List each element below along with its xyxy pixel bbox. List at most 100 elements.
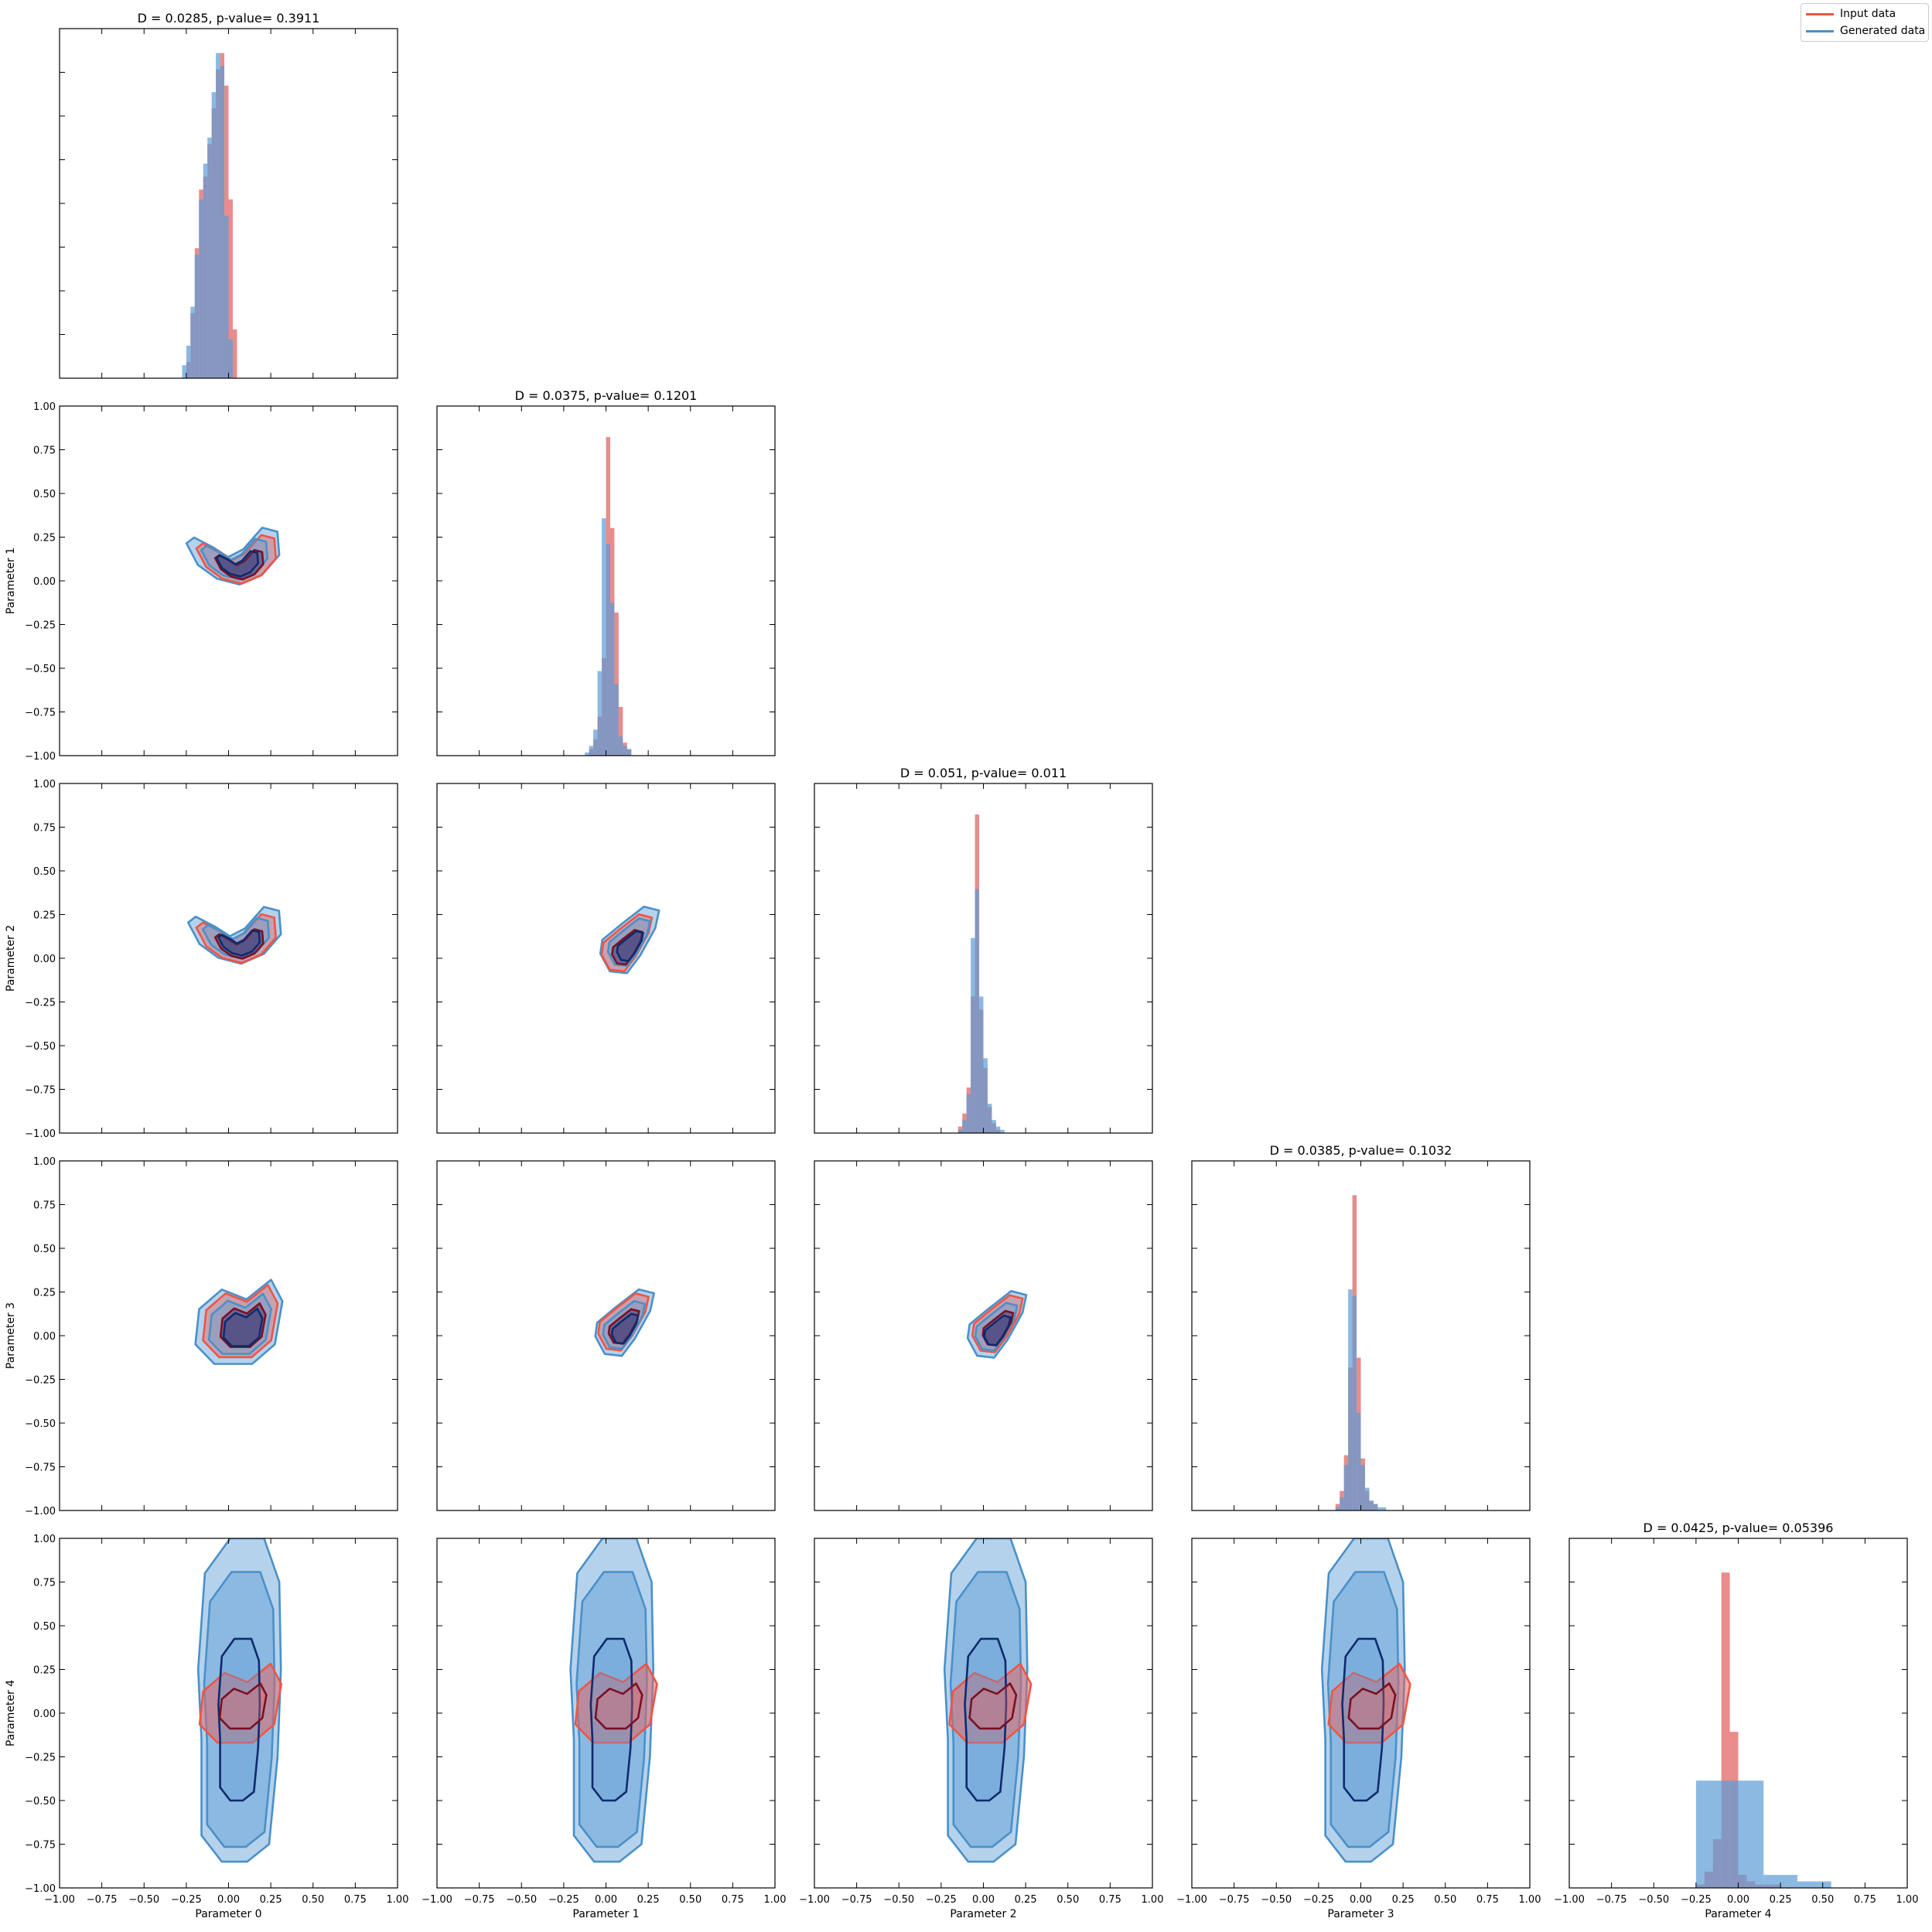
x-tick-label: 1.00: [1142, 1894, 1164, 1906]
y-tick-label: 0.00: [33, 1708, 56, 1720]
plot-area: [1335, 1195, 1387, 1510]
x-tick-label: 0.25: [260, 1894, 282, 1906]
generated-hist-bar: [199, 199, 203, 378]
y-tick-label: 0.25: [33, 910, 56, 922]
x-tick-label: 1.00: [387, 1894, 409, 1906]
y-tick-label: 0.50: [33, 489, 56, 500]
y-tick-label: 0.75: [33, 823, 56, 835]
generated-hist-bar: [207, 137, 212, 378]
y-tick-label: 0.75: [33, 1578, 56, 1589]
generated-hist-bar: [1729, 1780, 1764, 1888]
plot-area: [1320, 1538, 1411, 1863]
x-axis-label: Parameter 3: [1327, 1908, 1394, 1920]
generated-contour-inner: [1341, 1637, 1385, 1802]
contour-panel-1-0: −1.00 −0.75 −0.50 −0.25 0.00 0.25 0.50 0.75 1.00…: [5, 401, 398, 763]
y-tick-label: 0.00: [33, 1331, 56, 1343]
generated-hist-bar: [585, 752, 589, 756]
generated-hist-bar: [957, 1129, 963, 1133]
generated-hist-bar: [1335, 1507, 1340, 1510]
panels-group: D = 0.0285, p-value= 0.3911 −1.00 −0.75 −0.…: [5, 11, 1918, 1920]
contour-panel-2-1: [436, 783, 776, 1134]
generated-contour-inner: [217, 1637, 261, 1802]
x-tick-label: 0.50: [679, 1894, 701, 1906]
x-tick-label: −1.00: [422, 1894, 452, 1906]
plot-area: [196, 1538, 282, 1863]
generated-contour-inner: [217, 929, 261, 957]
generated-hist-bar: [1373, 1504, 1378, 1510]
y-axis-label: Parameter 1: [5, 548, 17, 614]
input-contour-inner: [1347, 1682, 1397, 1730]
y-tick-label: −1.00: [25, 1506, 56, 1517]
x-tick-label: −0.25: [926, 1894, 957, 1906]
generated-hist-bar: [1000, 1129, 1005, 1133]
x-tick-label: 0.75: [344, 1894, 367, 1906]
x-tick-label: 0.75: [722, 1894, 744, 1906]
x-tick-label: 0.75: [1476, 1894, 1499, 1906]
y-axis-label: Parameter 3: [5, 1302, 17, 1369]
generated-hist-bar: [1695, 1780, 1730, 1888]
generated-contour-inner: [610, 1312, 640, 1345]
generated-hist-bar: [966, 1094, 971, 1133]
contour-panel-4-1: −1.00 −0.75 −0.50 −0.25 0.00 0.25 0.50 0.75 1.00…: [422, 1538, 786, 1920]
x-tick-label: −1.00: [799, 1894, 830, 1906]
x-axis-label: Parameter 2: [950, 1908, 1016, 1920]
plot-area: [943, 1538, 1033, 1863]
generated-hist-bar: [975, 889, 980, 1133]
contour-panel-4-0: −1.00−1.00 −0.75 −0.75 −0.50 −0.50 −0.25 −0.25…: [5, 1534, 408, 1920]
y-tick-label: −0.75: [25, 1463, 56, 1474]
x-tick-label: −0.25: [548, 1894, 579, 1906]
x-tick-label: 0.50: [1811, 1894, 1834, 1906]
y-tick-label: 0.25: [33, 1288, 56, 1299]
y-tick-label: 1.00: [33, 1156, 56, 1168]
y-tick-label: 0.00: [33, 954, 56, 965]
y-tick-label: −0.75: [25, 1085, 56, 1097]
x-tick-label: 1.00: [1896, 1894, 1919, 1906]
hist-panel-1: D = 0.0375, p-value= 0.1201: [436, 388, 776, 756]
generated-hist-bar: [589, 746, 594, 756]
y-axis-label: Parameter 4: [5, 1680, 17, 1746]
plot-area: [585, 437, 632, 756]
y-tick-label: 0.00: [33, 576, 56, 588]
generated-hist-bar: [1348, 1289, 1353, 1510]
x-tick-label: −1.00: [1176, 1894, 1207, 1906]
y-tick-label: −0.50: [25, 1041, 56, 1053]
x-tick-label: −0.75: [1596, 1894, 1627, 1906]
generated-hist-bar: [606, 544, 610, 756]
legend-label-input: Input data: [1840, 8, 1896, 20]
plot-area: [1695, 1572, 1831, 1888]
x-tick-label: 0.75: [1099, 1894, 1121, 1906]
x-tick-label: −0.50: [506, 1894, 537, 1906]
y-tick-label: 0.50: [33, 1244, 56, 1255]
generated-hist-bar: [979, 996, 984, 1133]
plot-area: [599, 906, 660, 975]
x-tick-label: −0.25: [171, 1894, 202, 1906]
y-tick-label: 1.00: [33, 779, 56, 790]
plot-area: [187, 906, 282, 965]
input-hist-bar: [1721, 1572, 1730, 1888]
y-tick-label: −0.50: [25, 1796, 56, 1807]
legend-swatch-generated: [1806, 29, 1834, 32]
y-tick-label: −1.00: [25, 1883, 56, 1895]
y-tick-label: −0.25: [25, 1753, 56, 1764]
generated-hist-bar: [1763, 1875, 1797, 1888]
input-hist-bar: [232, 329, 237, 378]
x-axis-label: Parameter 1: [572, 1908, 639, 1920]
panel-title: D = 0.0385, p-value= 0.1032: [1270, 1143, 1452, 1158]
generated-hist-bar: [626, 749, 632, 756]
y-tick-label: 0.75: [33, 1200, 56, 1212]
x-tick-label: −0.50: [1638, 1894, 1669, 1906]
generated-hist-bar: [186, 345, 191, 378]
generated-hist-bar: [987, 1104, 992, 1133]
generated-hist-bar: [614, 684, 619, 756]
generated-hist-bar: [1340, 1497, 1344, 1510]
plot-area: [966, 1290, 1028, 1359]
y-tick-label: 0.25: [33, 1665, 56, 1677]
generated-hist-bar: [597, 671, 602, 756]
generated-hist-bar: [983, 1058, 988, 1133]
generated-hist-bar: [216, 53, 220, 378]
plot-area: [185, 527, 281, 585]
panel-title: D = 0.0375, p-value= 0.1201: [515, 388, 698, 403]
y-tick-label: 0.25: [33, 533, 56, 544]
generated-hist-bar: [1352, 1295, 1357, 1510]
input-hist-bar: [228, 199, 233, 378]
